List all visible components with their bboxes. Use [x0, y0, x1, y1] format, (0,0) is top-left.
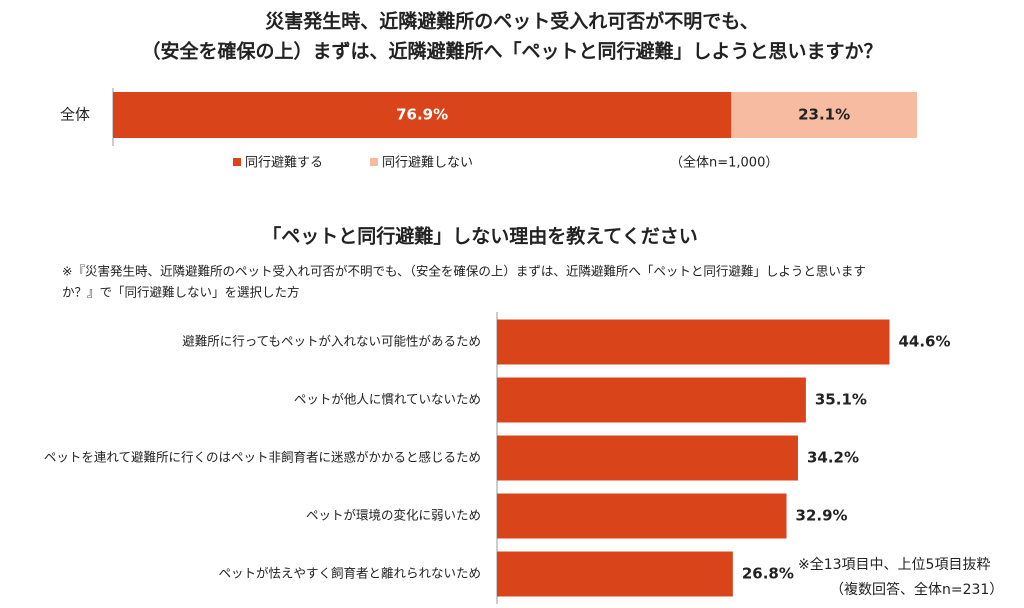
bar [497, 551, 733, 597]
value-label: 34.2% [807, 449, 859, 467]
category-label: ペットが環境の変化に弱いため [306, 508, 481, 523]
bar [497, 377, 806, 423]
bar [497, 319, 890, 365]
value-label: 23.1% [798, 106, 850, 124]
value-label: 76.9% [396, 106, 448, 124]
chart-title: 災害発生時、近隣避難所のペット受入れ可否が不明でも、 [265, 10, 758, 33]
footnote: ※全13項目中、上位5項目抜粋 [798, 556, 990, 573]
category-label: ペットが他人に慣れていないため [294, 392, 481, 407]
value-label: 32.9% [796, 507, 848, 525]
category-label: 避難所に行ってもペットが入れない可能性があるため [182, 334, 481, 349]
chart-subtitle: ※『災害発生時、近隣避難所のペット受入れ可否が不明でも、（安全を確保の上）まずは… [62, 264, 866, 279]
chart-title: （安全を確保の上）まずは、近隣避難所へ「ペットと同行避難」しようと思いますか？ [141, 40, 882, 63]
legend-swatch [370, 158, 378, 166]
chart-subtitle: か？』で「同行避難しない」を選択した方 [62, 285, 300, 300]
sample-note: （全体n=1,000） [670, 155, 778, 171]
bar [497, 493, 787, 539]
legend-label: 同行避難しない [382, 156, 473, 171]
category-label: ペットが怯えやすく飼育者と離れられないため [218, 566, 481, 581]
bar-segment [731, 92, 917, 138]
legend-label: 同行避難する [245, 156, 323, 171]
value-label: 26.8% [742, 565, 794, 583]
value-label: 44.6% [898, 333, 950, 351]
chart-title: 「ペットと同行避難」しない理由を教えてください [262, 225, 697, 248]
category-label: ペットを連れて避難所に行くのはペット非飼育者に迷惑がかかると感じるため [44, 450, 481, 465]
bar-segment [113, 92, 732, 138]
bar [497, 435, 798, 481]
legend-swatch [233, 158, 241, 166]
footnote: （複数回答、全体n=231） [830, 581, 1003, 598]
value-label: 35.1% [815, 391, 867, 409]
category-label: 全体 [60, 106, 90, 124]
